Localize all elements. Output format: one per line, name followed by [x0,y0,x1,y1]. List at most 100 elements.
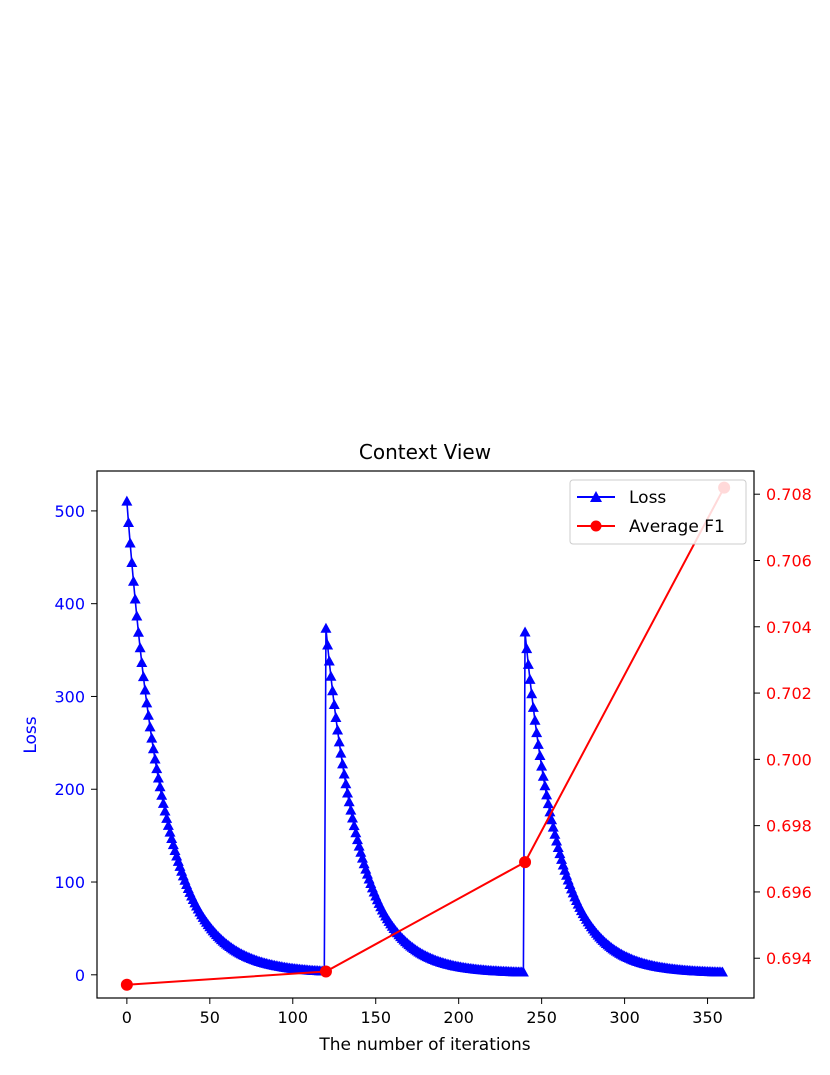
loss-marker [128,575,139,586]
loss-marker [167,839,179,850]
loss-marker [159,805,171,816]
loss-marker [142,709,154,720]
loss-marker [144,721,156,732]
loss-marker [356,852,368,863]
y-axis-label-left: Loss [21,716,41,753]
loss-marker [156,789,168,800]
loss-marker [536,760,548,771]
loss-marker [161,812,173,823]
chart-title: Context View [359,440,491,464]
loss-marker [527,701,539,712]
loss-marker [345,804,357,815]
f1-marker [519,856,532,869]
loss-marker [333,736,345,747]
loss-marker [327,685,339,696]
loss-marker [549,828,561,839]
loss-marker [131,610,143,621]
loss-marker [337,758,349,769]
f1-marker [319,965,332,978]
loss-marker [539,780,551,791]
loss-marker [124,537,136,548]
loss-marker [517,966,529,977]
loss-marker [330,712,342,723]
y-tick-label-right: 0.696 [766,883,812,902]
loss-marker [542,798,554,809]
loss-marker [351,834,363,845]
legend-f1-marker [590,520,602,532]
y-tick-label-right: 0.694 [766,949,812,968]
loss-marker [522,658,534,669]
y-tick-label-right: 0.706 [766,551,812,570]
loss-marker [355,846,367,857]
loss-marker [347,812,358,823]
y-tick-label-left: 500 [54,502,85,521]
loss-marker [541,789,553,800]
loss-marker [524,673,536,684]
x-tick-label: 150 [360,1008,391,1027]
loss-marker [521,643,533,654]
loss-line [126,501,723,974]
loss-marker [147,743,159,754]
legend-loss-marker [590,491,602,502]
x-tick-label: 250 [526,1008,557,1027]
loss-marker [323,655,335,666]
y-tick-label-left: 200 [54,780,85,799]
loss-marker [547,821,559,832]
loss-marker [121,495,133,506]
y-tick-label-right: 0.700 [766,750,812,769]
loss-marker [338,768,350,779]
loss-marker [164,826,176,837]
loss-marker [544,806,556,817]
loss-marker [328,698,340,709]
y-tick-label-right: 0.708 [766,485,812,504]
loss-marker [532,738,544,749]
x-tick-label: 0 [122,1008,132,1027]
legend: Loss Average F1 [569,479,747,545]
loss-marker [335,747,347,758]
loss-marker [129,593,141,604]
y-tick-label-right: 0.698 [766,817,812,836]
loss-marker [551,835,563,846]
y-tick-label-left: 0 [75,966,85,985]
loss-marker [152,772,164,783]
loss-marker [162,819,174,830]
loss-marker [137,671,149,682]
f1-line [126,487,726,986]
loss-marker [343,796,355,807]
loss-marker [332,724,344,735]
loss-marker [340,778,352,789]
loss-marker [146,732,158,743]
x-tick-label: 300 [609,1008,640,1027]
loss-marker [554,848,566,859]
loss-marker [342,787,354,798]
y-tick-label-right: 0.702 [766,684,812,703]
y-tick-label-left: 100 [54,873,85,892]
loss-marker [320,622,332,633]
loss-marker [169,844,181,855]
loss-marker [531,727,543,738]
loss-marker [546,814,558,825]
loss-marker [534,750,546,760]
x-tick-label: 350 [692,1008,723,1027]
loss-marker [716,966,728,977]
loss-marker [139,684,151,695]
loss-marker [537,770,549,781]
loss-marker [151,763,163,774]
loss-marker [134,642,146,653]
loss-marker [529,714,541,725]
loss-marker [132,626,144,637]
plot-area [96,470,755,999]
legend-f1-label: Average F1 [629,517,725,537]
loss-marker [325,670,337,681]
legend-loss-label: Loss [629,488,666,508]
loss-marker [166,833,178,844]
loss-marker [350,827,362,838]
loss-marker [123,517,135,528]
loss-marker [136,656,148,667]
loss-marker [552,841,564,852]
x-axis-label: The number of iterations [318,1035,530,1055]
loss-marker [556,853,568,864]
loss-marker [348,820,360,831]
loss-marker [157,797,169,808]
